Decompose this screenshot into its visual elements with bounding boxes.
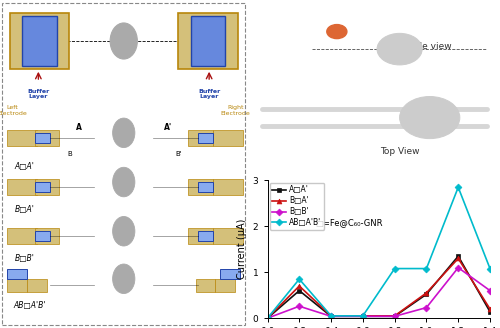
B□B' xyxy=(424,306,430,310)
A□A' xyxy=(392,314,398,318)
Circle shape xyxy=(327,25,347,39)
Bar xyxy=(34,228,59,244)
B□B' xyxy=(455,266,461,270)
Bar xyxy=(8,130,37,146)
Circle shape xyxy=(112,118,135,148)
Bar xyxy=(34,130,59,146)
A□A' xyxy=(455,254,461,258)
B□B' xyxy=(392,314,398,318)
Bar xyxy=(8,269,27,279)
B□A' xyxy=(424,291,430,295)
Legend: A□A', B□A', B□B', AB□A'B': A□A', B□A', B□B', AB□A'B' xyxy=(270,183,324,230)
Text: Side view: Side view xyxy=(408,42,452,51)
Bar xyxy=(34,133,50,143)
Circle shape xyxy=(112,216,135,246)
Text: Top View: Top View xyxy=(380,147,420,156)
Circle shape xyxy=(110,23,138,59)
A□A' xyxy=(424,292,430,296)
Bar xyxy=(213,179,242,195)
AB□A'B' xyxy=(487,267,493,271)
Circle shape xyxy=(377,33,422,65)
Bar xyxy=(216,279,235,292)
Bar xyxy=(8,179,37,195)
B□B' xyxy=(360,314,366,318)
FancyBboxPatch shape xyxy=(178,13,238,69)
AB□A'B' xyxy=(296,277,302,281)
Line: AB□A'B': AB□A'B' xyxy=(265,185,492,320)
Text: Buffer
Layer: Buffer Layer xyxy=(198,89,220,99)
Circle shape xyxy=(112,167,135,197)
Text: Left
Electrode: Left Electrode xyxy=(0,105,27,116)
B□A' xyxy=(296,284,302,288)
Bar xyxy=(213,130,242,146)
Text: □=Fe@C₆₀-GNR: □=Fe@C₆₀-GNR xyxy=(315,218,382,227)
Text: A□A': A□A' xyxy=(15,162,34,171)
Bar xyxy=(198,182,213,192)
B□A' xyxy=(328,314,334,318)
A□A' xyxy=(487,310,493,314)
B□A' xyxy=(487,307,493,311)
Text: B': B' xyxy=(175,151,182,157)
Bar xyxy=(34,231,50,241)
Line: A□A': A□A' xyxy=(265,254,492,320)
A□A' xyxy=(264,316,270,320)
Bar xyxy=(34,179,59,195)
A□A' xyxy=(296,289,302,293)
AB□A'B' xyxy=(424,267,430,271)
Bar xyxy=(27,279,47,292)
Circle shape xyxy=(400,96,460,139)
Bar xyxy=(188,179,213,195)
AB□A'B' xyxy=(455,185,461,189)
A□A' xyxy=(328,314,334,318)
B□A' xyxy=(455,256,461,260)
Line: B□A': B□A' xyxy=(265,256,492,320)
B□B' xyxy=(487,289,493,293)
Bar xyxy=(196,279,216,292)
Bar xyxy=(188,228,213,244)
B□B' xyxy=(264,316,270,320)
Bar xyxy=(188,130,213,146)
Circle shape xyxy=(112,264,135,294)
B□A' xyxy=(360,314,366,318)
Text: B: B xyxy=(67,151,71,157)
Bar xyxy=(213,228,242,244)
Text: Right
Electrode: Right Electrode xyxy=(220,105,250,116)
Text: Buffer
Layer: Buffer Layer xyxy=(27,89,50,99)
B□A' xyxy=(264,316,270,320)
FancyBboxPatch shape xyxy=(10,13,70,69)
Y-axis label: Current (μA): Current (μA) xyxy=(237,219,247,279)
AB□A'B' xyxy=(360,314,366,318)
Text: A': A' xyxy=(164,123,172,132)
B□A' xyxy=(392,314,398,318)
Bar xyxy=(8,228,37,244)
FancyBboxPatch shape xyxy=(190,16,225,66)
Bar xyxy=(220,269,240,279)
B□B' xyxy=(328,314,334,318)
Text: A: A xyxy=(76,123,82,132)
Bar xyxy=(34,182,50,192)
Line: B□B': B□B' xyxy=(265,265,492,320)
Text: B□B': B□B' xyxy=(15,254,34,263)
AB□A'B' xyxy=(328,314,334,318)
Bar xyxy=(198,133,213,143)
Bar xyxy=(198,231,213,241)
Text: B□A': B□A' xyxy=(15,205,34,214)
AB□A'B' xyxy=(392,267,398,271)
A□A' xyxy=(360,314,366,318)
Text: AB□A'B': AB□A'B' xyxy=(14,301,46,310)
AB□A'B' xyxy=(264,316,270,320)
FancyBboxPatch shape xyxy=(22,16,57,66)
B□B' xyxy=(296,304,302,308)
Bar xyxy=(8,279,27,292)
